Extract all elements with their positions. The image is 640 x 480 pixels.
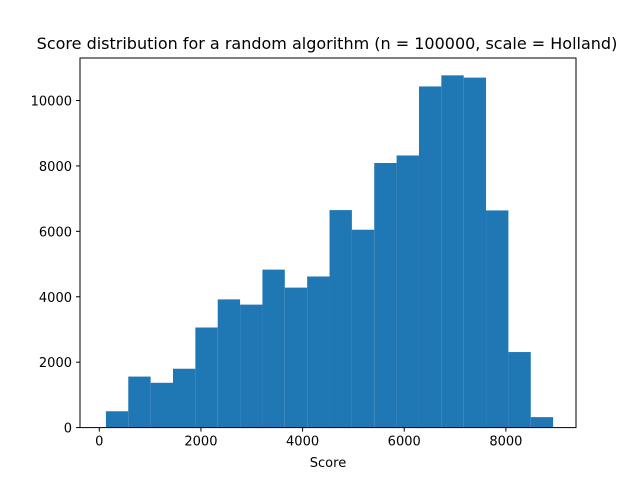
histogram-bar-17 (486, 210, 509, 428)
x-axis: 0 2000 4000 6000 8000 (95, 427, 522, 450)
x-tick-label: 6000 (388, 435, 421, 450)
plot-frame (79, 57, 577, 429)
chart-title: Score distribution for a random algorith… (37, 34, 618, 53)
histogram-bar-7 (262, 269, 285, 428)
y-tick-label: 6000 (39, 225, 72, 240)
histogram-bar-12 (374, 162, 397, 428)
histogram-bar-6 (240, 304, 263, 428)
y-tick-label: 8000 (39, 160, 72, 175)
histogram-bar-16 (463, 77, 487, 428)
bars-group (105, 75, 554, 428)
x-tick-label: 4000 (286, 435, 319, 450)
histogram-bar-8 (284, 287, 308, 428)
histogram-bar-13 (396, 155, 419, 428)
histogram-bar-14 (418, 86, 442, 428)
histogram-bar-0 (105, 411, 129, 428)
y-tick-label: 10000 (31, 95, 72, 110)
histogram-bar-19 (530, 417, 554, 428)
histogram-bar-11 (351, 229, 375, 428)
y-axis: 0 2000 4000 6000 8000 10000 (31, 95, 80, 437)
histogram-bar-3 (173, 368, 196, 428)
histogram-bar-4 (195, 327, 218, 428)
x-axis-title: Score (310, 456, 346, 471)
y-tick-label: 2000 (39, 356, 72, 371)
x-tick-label: 2000 (184, 435, 217, 450)
histogram-bar-15 (441, 75, 464, 428)
histogram-bar-9 (307, 276, 330, 428)
histogram-bar-5 (217, 299, 241, 428)
y-tick-label: 4000 (39, 291, 72, 306)
y-tick-label: 0 (64, 422, 72, 437)
x-tick-label: 8000 (489, 435, 522, 450)
x-tick-label: 0 (95, 435, 103, 450)
histogram-bar-10 (329, 210, 352, 428)
histogram-bar-2 (150, 382, 173, 428)
histogram-bar-18 (508, 352, 531, 428)
histogram-bar-1 (128, 376, 151, 428)
